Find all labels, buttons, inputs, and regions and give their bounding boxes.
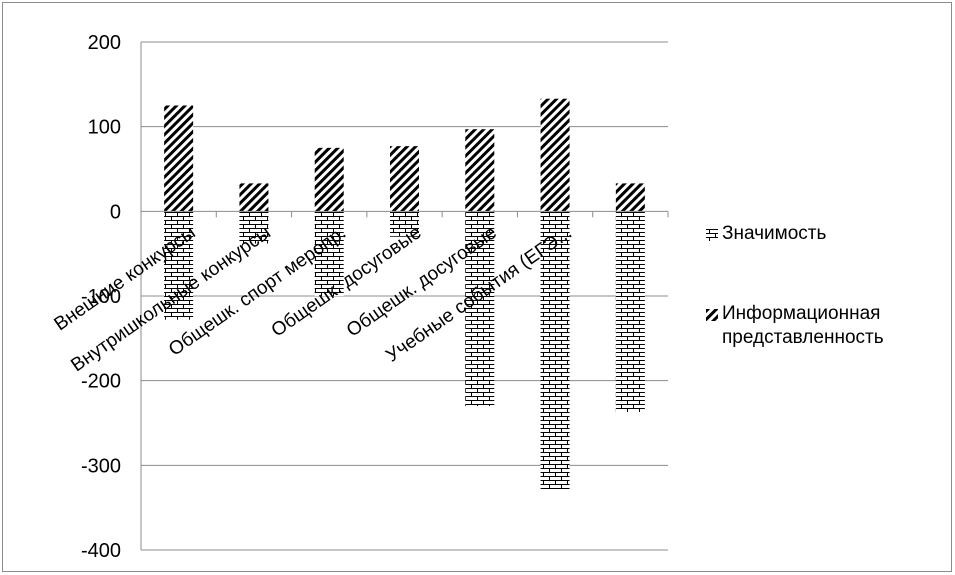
y-tick-label: -100 — [81, 286, 121, 308]
bar-significance — [239, 211, 269, 244]
y-tick-label: -400 — [81, 540, 121, 562]
bar-info-representation — [314, 147, 344, 212]
bar-significance — [540, 211, 570, 490]
bar-info-representation — [465, 129, 495, 212]
y-tick-label: 0 — [110, 201, 121, 223]
y-tick-label: -200 — [81, 371, 121, 393]
bar-info-representation — [540, 98, 570, 212]
bar-info-representation — [390, 146, 419, 212]
bar-info-representation — [615, 183, 645, 212]
bar-significance — [615, 211, 645, 412]
legend-label: Информационная представленность — [722, 303, 884, 348]
bar-significance — [164, 211, 194, 320]
bar-significance — [314, 211, 344, 296]
brick-pattern-swatch-icon — [706, 229, 718, 241]
diagonal-pattern-swatch-icon — [706, 309, 718, 321]
y-tick-label: 100 — [88, 117, 121, 139]
y-tick-label: -300 — [81, 455, 121, 477]
legend-label: Значимость — [722, 223, 827, 244]
y-tick-label: 200 — [88, 32, 121, 54]
bar-info-representation — [239, 183, 269, 212]
legend: Значимость Информационная представленнос… — [706, 222, 951, 350]
legend-item-info-representation: Информационная представленность — [706, 302, 951, 350]
legend-item-significance: Значимость — [706, 222, 951, 246]
bar-significance — [465, 211, 495, 407]
bar-significance — [390, 211, 419, 237]
bar-info-representation — [164, 105, 194, 212]
